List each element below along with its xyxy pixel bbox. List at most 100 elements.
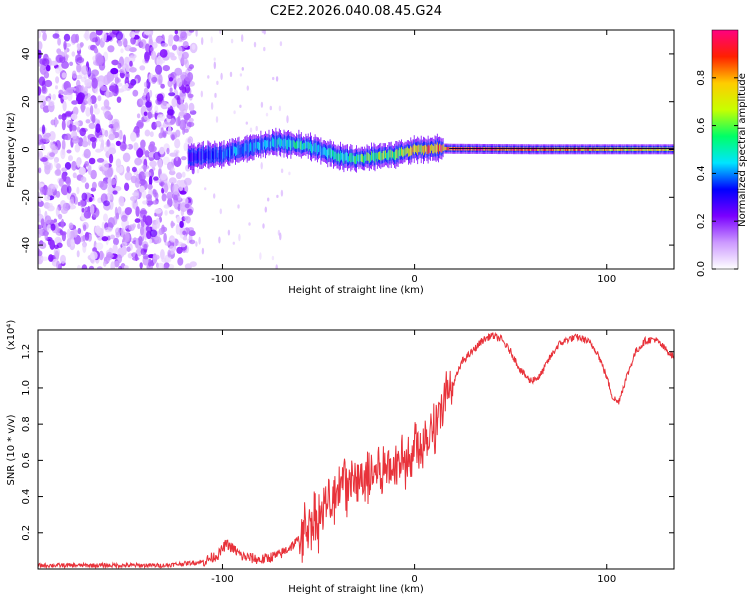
track-core	[224, 151, 226, 158]
stray-speck	[241, 67, 244, 71]
noise-speck	[38, 167, 42, 174]
noise-speck	[70, 113, 78, 120]
track-core	[308, 142, 310, 149]
spectrogram-y-label: Frequency (Hz)	[6, 112, 17, 188]
track-core	[225, 149, 227, 157]
noise-speck	[117, 62, 122, 69]
track-core	[552, 147, 553, 151]
track-core	[585, 147, 587, 151]
noise-speck	[179, 220, 184, 228]
noise-speck	[110, 234, 115, 240]
track-core	[577, 147, 579, 151]
noise-speck	[146, 200, 154, 206]
track-core	[194, 153, 196, 161]
noise-speck	[168, 170, 176, 176]
y-tick-label: 0.4	[21, 489, 32, 505]
track-core	[421, 145, 423, 153]
track-core	[362, 154, 363, 163]
noise-speck	[104, 227, 113, 233]
noise-speck	[88, 265, 95, 269]
track-core	[334, 151, 336, 160]
noise-speck	[168, 77, 174, 82]
track-core	[418, 144, 420, 153]
track-core	[643, 147, 645, 151]
noise-speck	[82, 224, 87, 232]
stray-speck	[272, 76, 275, 81]
noise-speck	[94, 87, 99, 95]
track-core	[526, 147, 528, 151]
stray-speck	[239, 104, 242, 109]
track-core	[343, 154, 345, 164]
track-core	[521, 147, 522, 151]
noise-speck	[176, 246, 183, 254]
track-core	[357, 154, 359, 162]
track-core	[607, 147, 609, 151]
noise-speck	[72, 106, 79, 116]
track-core	[379, 151, 380, 160]
stray-speck	[210, 102, 214, 110]
noise-speck	[83, 135, 87, 145]
stray-speck	[220, 72, 223, 80]
track-core	[436, 142, 438, 152]
track-core	[589, 147, 590, 151]
noise-speck	[141, 241, 149, 250]
noise-speck	[136, 132, 140, 138]
noise-speck	[163, 204, 170, 209]
noise-speck	[188, 102, 195, 112]
stray-speck	[246, 85, 249, 91]
stray-speck	[227, 229, 231, 236]
noise-speck	[167, 249, 172, 258]
track-core	[387, 152, 389, 161]
snr-series-line	[38, 331, 674, 569]
track-core	[264, 140, 265, 147]
track-core	[563, 147, 565, 151]
snr-y-label: SNR (10 * v/v)	[6, 414, 17, 485]
noise-speck	[55, 168, 61, 176]
noise-speck	[133, 142, 139, 151]
track-core	[325, 148, 326, 156]
track-core	[238, 145, 240, 155]
track-core	[653, 147, 655, 151]
noise-speck	[52, 33, 60, 39]
track-core	[206, 151, 208, 159]
track-core	[402, 149, 404, 157]
stray-speck	[269, 105, 272, 111]
stray-speck	[237, 204, 240, 209]
track-core	[544, 147, 545, 151]
y-tick-label: 1.2	[21, 344, 32, 360]
noise-speck	[132, 192, 139, 197]
track-core	[531, 147, 533, 151]
noise-speck	[158, 181, 165, 186]
noise-speck	[172, 183, 180, 195]
noise-speck	[66, 185, 72, 194]
track-core	[627, 147, 628, 151]
noise-speck	[83, 148, 91, 159]
track-core	[426, 146, 428, 154]
noise-speck	[80, 176, 87, 183]
track-core	[358, 154, 360, 163]
track-core	[306, 141, 308, 149]
noise-speck	[110, 67, 119, 75]
noise-speck	[156, 114, 163, 121]
track-core	[239, 148, 241, 155]
stray-speck	[255, 125, 258, 132]
stray-speck	[229, 71, 233, 77]
track-core	[340, 150, 341, 161]
noise-speck	[131, 166, 137, 173]
noise-speck	[169, 87, 173, 93]
track-core	[517, 147, 519, 151]
track-core	[386, 153, 387, 160]
noise-speck	[134, 157, 143, 166]
track-core	[195, 153, 197, 161]
noise-speck	[101, 31, 107, 42]
track-core	[403, 149, 405, 157]
noise-speck	[61, 72, 67, 79]
track-core	[247, 144, 249, 154]
noise-speck	[83, 210, 91, 219]
noise-speck	[71, 100, 78, 105]
track-core	[323, 147, 325, 155]
track-core	[189, 152, 190, 161]
track-core	[519, 147, 521, 151]
noise-speck	[116, 254, 123, 264]
noise-speck	[97, 95, 102, 102]
